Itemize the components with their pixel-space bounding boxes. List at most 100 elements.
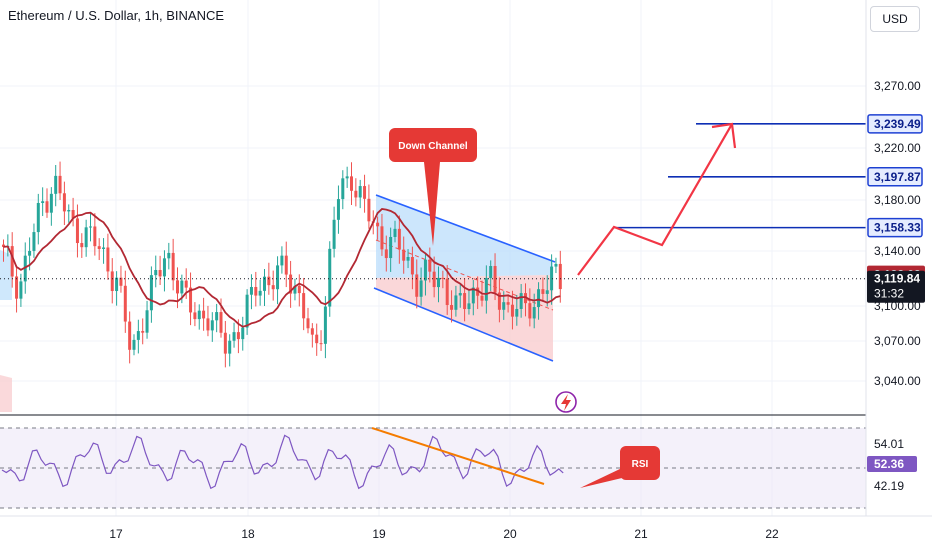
- candle-body: [271, 285, 275, 290]
- candle-body: [554, 263, 558, 267]
- candle-body: [106, 247, 110, 272]
- candle-body: [119, 277, 123, 286]
- x-tick-label: 22: [765, 527, 779, 541]
- candle-body: [176, 280, 179, 294]
- moving-average-line: [3, 208, 561, 328]
- candle-body: [323, 306, 327, 344]
- candle-body: [102, 247, 106, 249]
- candle-body: [384, 249, 388, 259]
- candle-body: [62, 193, 66, 212]
- channel-upper-line: [375, 194, 556, 263]
- price-label-tint: [868, 218, 922, 237]
- price-label-box: [867, 217, 923, 238]
- candle-body: [458, 293, 462, 296]
- candle-body: [10, 246, 14, 277]
- price-label-box: [867, 114, 923, 134]
- target-levels: [614, 123, 866, 229]
- rsi-callout-box: [620, 446, 660, 480]
- candle-body: [402, 249, 406, 261]
- candle-body: [276, 265, 280, 290]
- candle-body: [202, 310, 206, 319]
- candle-body: [258, 290, 262, 296]
- candle-body: [2, 244, 5, 247]
- candle-body: [310, 328, 314, 335]
- candle-body: [336, 199, 340, 220]
- candle-body: [510, 304, 514, 317]
- left-channel-fill-top: [0, 250, 12, 300]
- candle-body: [376, 222, 380, 227]
- candle-body: [93, 226, 97, 247]
- rsi-label: RSI: [632, 459, 649, 470]
- candle-body: [423, 259, 427, 281]
- price-label-text: 3,239.49: [874, 117, 921, 131]
- candle-body: [132, 339, 136, 350]
- candle-body: [467, 303, 471, 310]
- candle-body: [445, 278, 449, 306]
- price-label-text: 3,158.33: [874, 221, 921, 235]
- candle-body: [471, 287, 475, 304]
- candle-body: [315, 334, 319, 344]
- price-label-box: [867, 270, 925, 303]
- rsi-upper-label: 54.01: [874, 437, 904, 451]
- rsi-trendline: [371, 427, 545, 485]
- y-tick-label: 3,040.00: [874, 374, 921, 388]
- candle-body: [454, 295, 458, 310]
- candle-body: [267, 276, 271, 286]
- down-channel-label: Down Channel: [398, 141, 468, 152]
- candle-body: [167, 252, 171, 259]
- candle-body: [15, 276, 19, 299]
- candle-body: [506, 302, 510, 305]
- flash-icon: [555, 391, 577, 413]
- candle-body: [537, 289, 541, 308]
- candle-body: [428, 259, 432, 272]
- candle-body: [328, 248, 332, 307]
- candle-body: [345, 176, 349, 179]
- candle-body: [519, 293, 523, 309]
- candle-body: [67, 210, 71, 212]
- candle-body: [284, 255, 288, 275]
- candle-body: [515, 308, 519, 317]
- down-channel-callout: Down Channel: [389, 128, 477, 246]
- candle-body: [410, 257, 414, 275]
- candle-body: [41, 201, 45, 203]
- channel-fill-top: [376, 195, 553, 278]
- candle-body: [110, 271, 114, 292]
- candle-body: [489, 266, 493, 278]
- candle-body: [380, 226, 384, 250]
- candles: [2, 161, 562, 368]
- candle-body: [32, 232, 36, 251]
- rsi-callout: RSI: [580, 446, 660, 488]
- rsi-value-label: 52.36: [874, 457, 904, 471]
- candle-body: [23, 255, 27, 282]
- candle-body: [206, 318, 210, 331]
- rsi-callout-pointer: [580, 468, 622, 488]
- y-tick-label: 3,180.00: [874, 193, 921, 207]
- candle-body: [89, 226, 92, 228]
- candle-body: [306, 318, 310, 329]
- price-label-target: 3,158.33: [867, 217, 923, 238]
- currency-button[interactable]: USD: [870, 6, 920, 32]
- y-tick-label: 3,070.00: [874, 334, 921, 348]
- candle-body: [197, 310, 201, 320]
- candle-body: [215, 312, 219, 321]
- candle-body: [58, 175, 62, 194]
- candle-body: [463, 293, 467, 310]
- candle-body: [115, 277, 119, 292]
- candle-body: [497, 292, 501, 310]
- candle-body: [363, 186, 367, 199]
- candle-body: [254, 286, 258, 296]
- candle-body: [289, 274, 293, 294]
- rsi-pane: [0, 427, 866, 509]
- candle-body: [189, 287, 193, 313]
- candle-body: [493, 266, 497, 293]
- candle-body: [249, 286, 253, 295]
- candle-body: [75, 218, 79, 244]
- candle-body: [389, 236, 393, 259]
- flash-icon-bolt: [561, 394, 571, 411]
- candle-body: [293, 285, 297, 294]
- candle-body: [141, 331, 145, 333]
- candle-body: [393, 228, 397, 237]
- candle-body: [528, 303, 532, 319]
